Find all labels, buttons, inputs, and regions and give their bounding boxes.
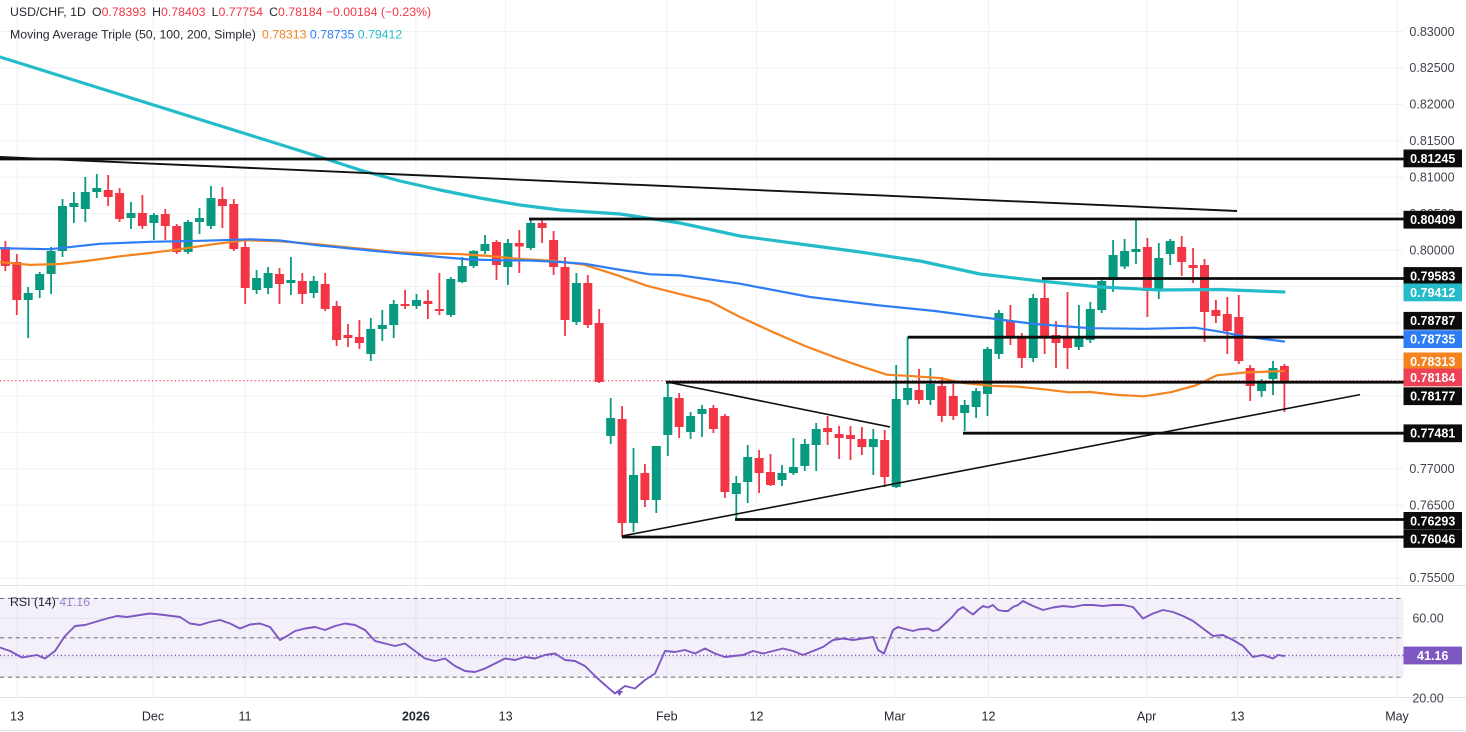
svg-text:13: 13 <box>499 710 513 724</box>
svg-text:RSI (14) 41.16: RSI (14) 41.16 <box>10 595 90 609</box>
svg-text:0.77000: 0.77000 <box>1409 462 1454 476</box>
svg-text:0.75500: 0.75500 <box>1409 571 1454 585</box>
svg-text:0.78735: 0.78735 <box>1410 333 1455 347</box>
svg-text:60.00: 60.00 <box>1412 612 1443 626</box>
svg-text:20.00: 20.00 <box>1412 691 1443 705</box>
svg-text:11: 11 <box>239 710 252 724</box>
svg-text:0.82000: 0.82000 <box>1409 98 1454 112</box>
svg-text:Dec: Dec <box>142 710 164 724</box>
svg-text:0.78313: 0.78313 <box>1410 355 1455 369</box>
svg-text:Moving Average Triple (50, 100: Moving Average Triple (50, 100, 200, Sim… <box>10 27 402 41</box>
svg-text:0.79583: 0.79583 <box>1410 269 1455 283</box>
svg-text:0.76293: 0.76293 <box>1410 514 1455 528</box>
svg-text:0.76500: 0.76500 <box>1409 498 1454 512</box>
svg-text:May: May <box>1385 710 1409 724</box>
svg-text:13: 13 <box>10 710 24 724</box>
svg-text:0.81500: 0.81500 <box>1409 134 1454 148</box>
svg-text:0.78177: 0.78177 <box>1410 390 1455 404</box>
svg-text:USD/CHF, 1D O0.78393 H0.78403: USD/CHF, 1D O0.78393 H0.78403 L0.77754 C… <box>10 5 431 19</box>
svg-text:41.16: 41.16 <box>1417 649 1448 663</box>
svg-text:0.81245: 0.81245 <box>1410 152 1455 166</box>
svg-text:2026: 2026 <box>402 710 430 724</box>
svg-text:0.80409: 0.80409 <box>1410 213 1455 227</box>
svg-text:0.83000: 0.83000 <box>1409 25 1454 39</box>
svg-text:Mar: Mar <box>884 710 906 724</box>
svg-text:0.78787: 0.78787 <box>1410 314 1455 328</box>
svg-text:0.81000: 0.81000 <box>1409 171 1454 185</box>
svg-text:0.76046: 0.76046 <box>1410 532 1455 546</box>
svg-text:12: 12 <box>982 710 996 724</box>
svg-text:0.77481: 0.77481 <box>1410 427 1455 441</box>
svg-text:0.79412: 0.79412 <box>1410 286 1455 300</box>
svg-text:12: 12 <box>750 710 764 724</box>
svg-text:13: 13 <box>1231 710 1245 724</box>
svg-text:0.80000: 0.80000 <box>1409 243 1454 257</box>
svg-text:0.82500: 0.82500 <box>1409 61 1454 75</box>
svg-text:0.78184: 0.78184 <box>1410 371 1455 385</box>
svg-text:Feb: Feb <box>656 710 678 724</box>
svg-text:Apr: Apr <box>1137 710 1156 724</box>
